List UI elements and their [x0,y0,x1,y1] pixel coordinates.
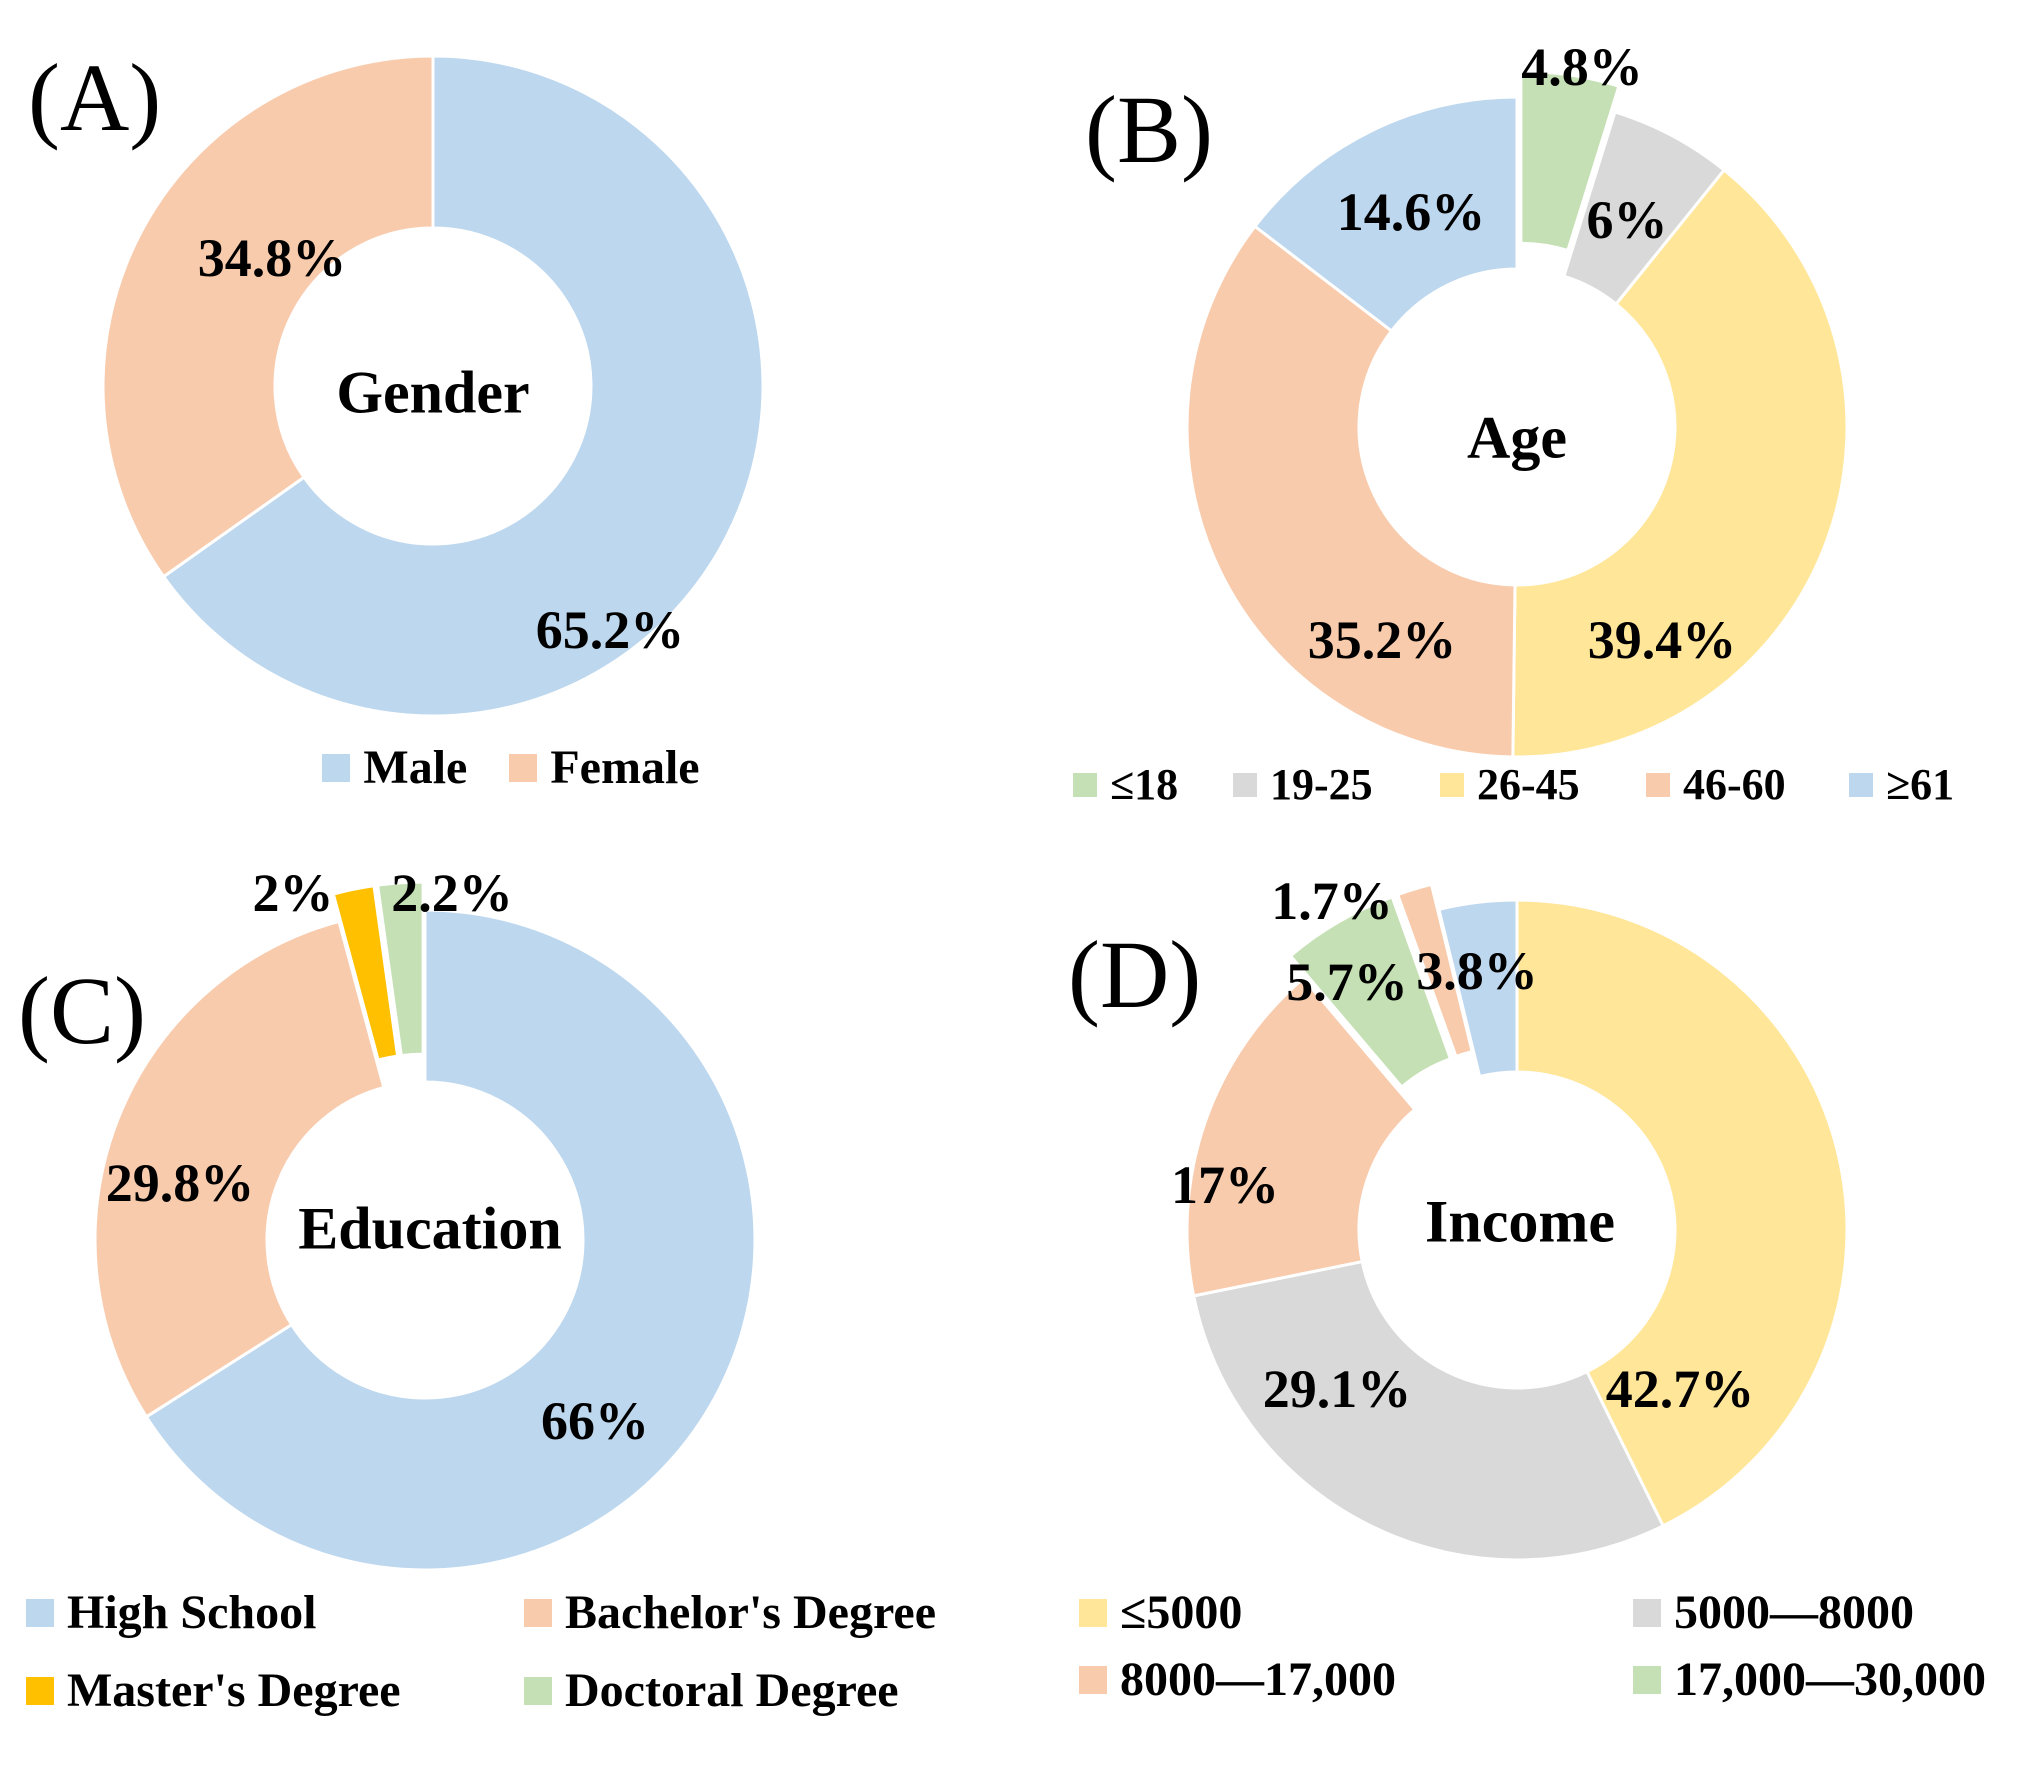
slice-label-8000-17000: 17% [1171,1155,1279,1215]
legend-item-bachelors-degree: Bachelor's Degree [524,1589,936,1637]
donut-chart [1185,882,1849,1562]
panel-letter: (A) [28,44,162,151]
legend-item-doctoral-degree: Doctoral Degree [524,1667,899,1715]
slice-male [161,54,765,718]
slice-label-le-5000: 42.7% [1605,1359,1755,1419]
slice-le-5000 [1515,898,1849,1528]
legend-item-high-school: High School [26,1589,316,1637]
slice-17000-30000 [1288,895,1453,1090]
legend-label: 17,000—30,000 [1674,1653,1986,1706]
legend-swatch-le-5000 [1079,1599,1107,1627]
slice-label-ge-61: 14.6% [1336,182,1486,242]
slice-label-bachelors-degree: 29.8% [105,1153,255,1213]
slice-income-blue-sliver [1437,898,1519,1079]
slice-label-le-18: 4.8% [1521,37,1643,97]
legend-label: ≥61 [1886,760,1955,809]
slice-label-46-60: 35.2% [1307,610,1457,670]
legend-swatch-bachelors-degree [524,1599,552,1627]
slice-label-masters-degree: 2% [252,863,334,923]
legend-label: 19-25 [1270,760,1373,809]
donut-title: Education [298,1195,562,1262]
legend-label: Master's Degree [67,1664,401,1717]
donut-chart [101,54,765,718]
slice-label-high-school: 66% [541,1391,649,1451]
donut-chart [1185,69,1849,759]
slice-label-female: 34.8% [197,228,347,288]
legend-swatch-female [509,754,538,782]
legend-label: Bachelor's Degree [565,1586,936,1639]
legend-swatch-5000-8000 [1633,1599,1661,1627]
slice-label-5000-8000: 29.1% [1262,1359,1412,1419]
legend-label: Female [550,741,700,794]
slice-masters-degree [331,884,400,1062]
slice-doctoral-degree [375,880,425,1058]
slice-label-26-45: 39.4% [1587,610,1737,670]
legend-label: 46-60 [1683,760,1786,809]
slice-ge-61 [1252,95,1519,334]
slice-46-60 [1185,224,1517,759]
legend-item-female: Female [509,741,700,794]
slice-label-income-blue-sliver: 3.8% [1416,941,1538,1001]
slice-female [101,54,435,579]
legend-item-26-45: 26-45 [1440,763,1580,807]
legend-label: ≤18 [1110,760,1179,809]
donut-title: Gender [336,359,530,426]
slice-label-male: 65.2% [535,600,685,660]
slice-label-doctoral-degree: 2.2% [391,863,513,923]
legend-item-ge-61: ≥61 [1849,763,1954,807]
slice-5000-8000 [1191,1259,1666,1562]
legend-swatch-le-18 [1073,773,1097,797]
legend-swatch-19-25 [1233,773,1257,797]
slice-le-18 [1519,69,1621,253]
legend-item-46-60: 46-60 [1646,763,1786,807]
legend-swatch-17000-30000 [1633,1666,1661,1694]
slice-label-income-peach-sliver: 1.7% [1271,871,1393,931]
legend-swatch-masters-degree [26,1677,54,1705]
legend-swatch-8000-17000 [1079,1666,1107,1694]
slice-8000-17000 [1185,976,1417,1298]
legend-item-17000-30000: 17,000—30,000 [1633,1656,1986,1704]
slice-label-19-25: 6% [1586,190,1668,250]
legend-swatch-male [322,754,351,782]
legend-label: Doctoral Degree [565,1664,899,1717]
legend-item-le-5000: ≤5000 [1079,1589,1242,1637]
slice-high-school [144,908,757,1572]
legend-label: 5000—8000 [1674,1586,1914,1639]
legend-item-le-18: ≤18 [1073,763,1178,807]
legend-item-19-25: 19-25 [1233,763,1373,807]
legend-item-masters-degree: Master's Degree [26,1667,401,1715]
panel-income: (D) Income 42.7% 29.1% 17% 5.7% 1.7% 3.8% ≤5000 5… [1022,871,2044,1782]
donut-title: Income [1425,1188,1615,1255]
legend-swatch-high-school [26,1599,54,1627]
panel-letter: (B) [1085,76,1213,183]
legend-swatch-26-45 [1440,773,1464,797]
legend-label: ≤5000 [1120,1586,1243,1639]
legend-label: 26-45 [1477,760,1580,809]
panel-age: (B) Age 4.8% 6% 39.4% 35.2% 14.6% ≤18 19-25 26-45… [1022,0,2044,891]
legend: Male Female [0,744,1022,792]
panel-letter: (D) [1068,921,1202,1028]
donut-chart [93,880,757,1572]
panel-letter: (C) [18,957,146,1064]
slice-label-17000-30000: 5.7% [1286,952,1408,1012]
legend-label: Male [363,741,468,794]
slice-bachelors-degree [93,919,386,1419]
legend-item-5000-8000: 5000—8000 [1633,1589,1914,1637]
legend-label: High School [67,1586,317,1639]
legend-label: 8000—17,000 [1120,1653,1396,1706]
panel-education: (C) Education 66% 29.8% 2% 2.2% High School Bac… [0,863,1022,1782]
panel-gender: (A) Gender 65.2% 34.8% Male Female [0,0,1022,891]
legend-item-8000-17000: 8000—17,000 [1079,1656,1396,1704]
donut-title: Age [1467,404,1567,471]
slice-26-45 [1511,167,1849,759]
legend-swatch-ge-61 [1849,773,1873,797]
legend-swatch-46-60 [1646,773,1670,797]
legend-item-male: Male [322,744,467,792]
legend-swatch-doctoral-degree [524,1677,552,1705]
